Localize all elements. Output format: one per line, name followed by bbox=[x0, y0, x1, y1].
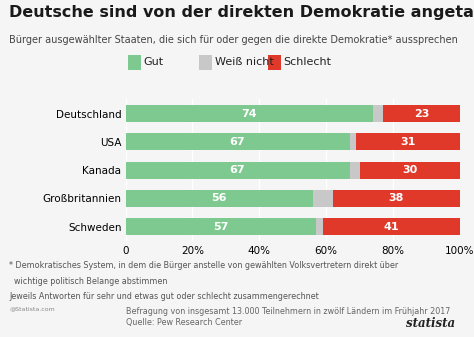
Bar bbox=[333, 190, 460, 207]
Bar bbox=[356, 133, 460, 150]
Bar bbox=[126, 190, 313, 207]
Text: wichtige politisch Belange abstimmen: wichtige politisch Belange abstimmen bbox=[9, 277, 168, 286]
Text: * Demokratisches System, in dem die Bürger anstelle von gewählten Volksvertreter: * Demokratisches System, in dem die Bürg… bbox=[9, 261, 399, 270]
Bar bbox=[126, 162, 349, 179]
Text: 23: 23 bbox=[414, 109, 429, 119]
Text: 57: 57 bbox=[213, 222, 228, 232]
Bar bbox=[373, 105, 383, 122]
Text: Schlecht: Schlecht bbox=[283, 57, 331, 67]
Bar bbox=[126, 218, 316, 235]
Text: @Statista.com: @Statista.com bbox=[9, 307, 55, 312]
Text: Jeweils Antworten für sehr und etwas gut oder schlecht zusammengerechnet: Jeweils Antworten für sehr und etwas gut… bbox=[9, 292, 319, 301]
Text: 41: 41 bbox=[383, 222, 399, 232]
Text: 38: 38 bbox=[389, 193, 404, 204]
Text: Gut: Gut bbox=[144, 57, 164, 67]
Text: statista: statista bbox=[406, 317, 455, 330]
Text: 67: 67 bbox=[230, 165, 246, 175]
Bar bbox=[316, 218, 323, 235]
Text: Deutsche sind von der direkten Demokratie angetan: Deutsche sind von der direkten Demokrati… bbox=[9, 5, 474, 20]
Text: 74: 74 bbox=[241, 109, 257, 119]
Bar bbox=[349, 133, 356, 150]
Text: 56: 56 bbox=[211, 193, 227, 204]
Text: Weiß nicht: Weiß nicht bbox=[215, 57, 273, 67]
Bar bbox=[359, 162, 460, 179]
Text: 67: 67 bbox=[230, 137, 246, 147]
Text: 31: 31 bbox=[401, 137, 416, 147]
Bar bbox=[126, 133, 349, 150]
Bar bbox=[349, 162, 359, 179]
Text: Quelle: Pew Research Center: Quelle: Pew Research Center bbox=[126, 318, 242, 328]
Text: Befragung von insgesamt 13.000 Teilnehmern in zwölf Ländern im Frühjahr 2017: Befragung von insgesamt 13.000 Teilnehme… bbox=[126, 307, 450, 316]
Text: Bürger ausgewählter Staaten, die sich für oder gegen die direkte Demokratie* aus: Bürger ausgewählter Staaten, die sich fü… bbox=[9, 35, 458, 45]
Bar bbox=[126, 105, 373, 122]
Text: 30: 30 bbox=[402, 165, 417, 175]
Bar bbox=[313, 190, 333, 207]
Bar bbox=[323, 218, 460, 235]
Bar bbox=[383, 105, 460, 122]
